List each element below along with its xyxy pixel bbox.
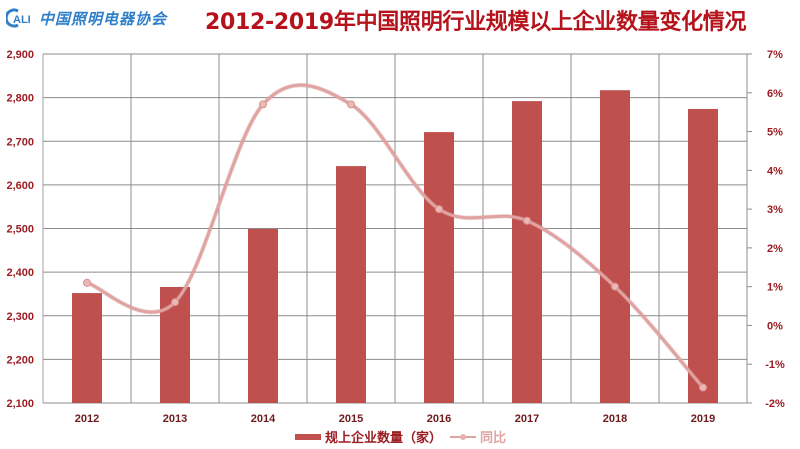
x-tick-label: 2013 <box>163 413 187 425</box>
legend: 规上企业数量（家） 同比 <box>295 427 506 446</box>
y-tick-label: 2,800 <box>6 93 34 105</box>
line-swatch-icon <box>450 433 477 441</box>
y2-tick-label: 2% <box>767 243 783 255</box>
x-tick-label: 2014 <box>251 413 276 425</box>
right-y-axis: -2% -1% 0% 1% 2% 3% 4% 5% 6% 7% <box>746 49 785 410</box>
line-point-2019 <box>699 383 707 392</box>
chart-title: 2012-2019年中国照明行业规模以上企业数量变化情况 <box>205 10 747 35</box>
line-point-2015 <box>347 100 355 109</box>
left-y-axis: 2,100 2,200 2,300 2,400 2,500 2,600 2,700 2,800… <box>6 49 34 410</box>
y2-tick-label: -2% <box>765 398 785 410</box>
y-tick-label: 2,500 <box>6 224 34 236</box>
legend-item-line: 同比 <box>450 427 506 446</box>
y2-tick-label: 0% <box>767 320 783 332</box>
x-tick-label: 2012 <box>75 413 99 425</box>
x-tick-label: 2019 <box>691 413 715 425</box>
y-tick-label: 2,300 <box>6 311 34 323</box>
bar-2013 <box>160 286 190 403</box>
gridlines <box>42 53 748 404</box>
y2-tick-label: 4% <box>767 165 783 177</box>
y-tick-label: 2,600 <box>6 180 34 192</box>
svg-text:ALI: ALI <box>13 14 31 26</box>
line-point-2013 <box>171 298 179 307</box>
line-series <box>83 82 707 392</box>
x-tick-label: 2015 <box>339 413 363 425</box>
y2-tick-label: 1% <box>767 282 783 294</box>
y2-tick-label: 7% <box>767 49 783 61</box>
bar-2018 <box>600 90 630 404</box>
y-tick-label: 2,200 <box>6 354 34 366</box>
y2-tick-label: 5% <box>767 127 783 139</box>
bar-2016 <box>424 132 454 403</box>
bar-series <box>72 90 718 404</box>
line-point-2012 <box>83 278 91 287</box>
x-tick-label: 2017 <box>515 413 539 425</box>
cali-logo-icon: ALI <box>4 8 36 28</box>
legend-line-label: 同比 <box>480 431 507 446</box>
bar-2019 <box>688 108 718 403</box>
logo-text: 中国照明电器协会 <box>39 9 168 28</box>
yoy-line <box>86 83 705 389</box>
line-point-2014 <box>259 100 267 109</box>
x-tick-label: 2018 <box>603 413 627 425</box>
legend-item-bar: 规上企业数量（家） <box>295 427 442 446</box>
x-axis: 2012 2013 2014 2015 2016 2017 2018 2019 <box>75 413 715 425</box>
line-point-2018 <box>611 282 619 291</box>
legend-bar-label: 规上企业数量（家） <box>325 431 443 446</box>
logo: ALI 中国照明电器协会 <box>4 6 168 30</box>
bar-2017 <box>512 101 542 404</box>
y-tick-label: 2,900 <box>6 49 34 61</box>
bar-2015 <box>336 166 366 403</box>
x-tick-label: 2016 <box>427 413 451 425</box>
y-tick-label: 2,400 <box>6 267 34 279</box>
bar-2012 <box>72 293 102 403</box>
line-point-2016 <box>435 205 443 214</box>
y2-tick-label: 3% <box>767 204 783 216</box>
y2-tick-label: -1% <box>765 359 785 371</box>
y-tick-label: 2,700 <box>6 136 34 148</box>
line-point-2017 <box>523 216 531 225</box>
y2-tick-label: 6% <box>767 88 783 100</box>
bar-swatch-icon <box>295 433 321 440</box>
y-tick-label: 2,100 <box>6 398 34 410</box>
bar-2014 <box>248 228 278 403</box>
